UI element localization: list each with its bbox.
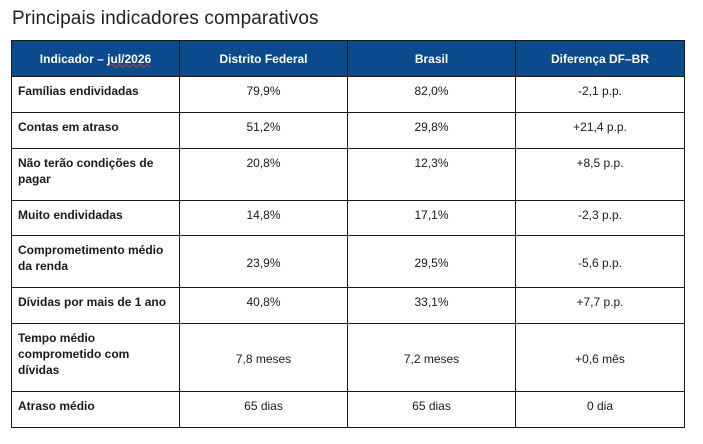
row-br-value: 12,3%	[347, 148, 516, 201]
row-df-value: 7,8 meses	[179, 323, 348, 392]
row-df-value: 40,8%	[179, 287, 348, 324]
row-diff-value: 0 dia	[515, 391, 685, 428]
header-row: Indicador – jul/2026 Distrito Federal Br…	[11, 40, 685, 77]
row-df-value: 14,8%	[179, 200, 348, 236]
row-diff-value: +21,4 p.p.	[515, 112, 685, 149]
row-br-value: 82,0%	[347, 76, 516, 113]
header-br: Brasil	[347, 40, 516, 77]
row-br-value: 17,1%	[347, 200, 516, 236]
row-diff-value: +0,6 mês	[515, 323, 685, 392]
row-indicator: Não terão condições de pagar	[11, 148, 180, 201]
header-df: Distrito Federal	[179, 40, 348, 77]
table-row: Muito endividadas 14,8% 17,1% -2,3 p.p.	[11, 200, 685, 236]
header-indicator: Indicador – jul/2026	[11, 40, 180, 77]
row-indicator: Muito endividadas	[11, 200, 180, 236]
table-row: Comprometimento médio da renda 23,9% 29,…	[11, 235, 685, 288]
row-br-value: 29,8%	[347, 112, 516, 149]
table-row: Famílias endividadas 79,9% 82,0% -2,1 p.…	[11, 76, 685, 113]
row-br-value: 29,5%	[347, 235, 516, 288]
row-br-value: 33,1%	[347, 287, 516, 324]
row-indicator: Atraso médio	[11, 391, 180, 428]
header-indicator-period: jul/2026	[107, 51, 152, 66]
table-row: Contas em atraso 51,2% 29,8% +21,4 p.p.	[11, 112, 685, 149]
indicators-table: Indicador – jul/2026 Distrito Federal Br…	[11, 40, 685, 428]
row-br-value: 7,2 meses	[347, 323, 516, 392]
header-indicator-prefix: Indicador –	[39, 51, 108, 66]
table-row: Tempo médio comprometido com dívidas 7,8…	[11, 323, 685, 392]
row-df-value: 79,9%	[179, 76, 348, 113]
row-diff-value: -5,6 p.p.	[515, 235, 685, 288]
page-title: Principais indicadores comparativos	[12, 8, 319, 29]
row-diff-value: -2,1 p.p.	[515, 76, 685, 113]
row-diff-value: +8,5 p.p.	[515, 148, 685, 201]
row-df-value: 20,8%	[179, 148, 348, 201]
row-indicator: Comprometimento médio da renda	[11, 235, 180, 288]
table-row: Dívidas por mais de 1 ano 40,8% 33,1% +7…	[11, 287, 685, 324]
header-diff: Diferença DF–BR	[515, 40, 685, 77]
row-df-value: 65 dias	[179, 391, 348, 428]
row-df-value: 51,2%	[179, 112, 348, 149]
row-diff-value: +7,7 p.p.	[515, 287, 685, 324]
table-body: Famílias endividadas 79,9% 82,0% -2,1 p.…	[11, 76, 685, 428]
row-df-value: 23,9%	[179, 235, 348, 288]
table-row: Não terão condições de pagar 20,8% 12,3%…	[11, 148, 685, 201]
row-diff-value: -2,3 p.p.	[515, 200, 685, 236]
row-indicator: Tempo médio comprometido com dívidas	[11, 323, 180, 392]
row-indicator: Famílias endividadas	[11, 76, 180, 113]
row-indicator: Dívidas por mais de 1 ano	[11, 287, 180, 324]
row-br-value: 65 dias	[347, 391, 516, 428]
table-row: Atraso médio 65 dias 65 dias 0 dia	[11, 391, 685, 428]
table-header: Indicador – jul/2026 Distrito Federal Br…	[11, 40, 685, 77]
row-indicator: Contas em atraso	[11, 112, 180, 149]
